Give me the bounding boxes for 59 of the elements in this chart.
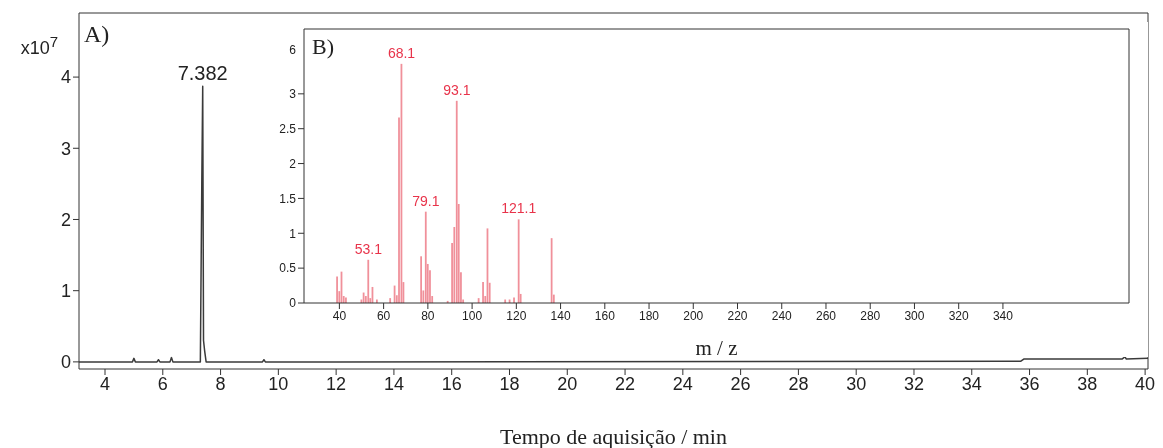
x-tick-label: 40 [1135, 373, 1156, 394]
x-tick-label: 220 [727, 308, 748, 323]
x-tick-label: 280 [860, 308, 881, 323]
x-tick-label: 32 [903, 373, 924, 394]
x-tick-label: 120 [506, 308, 527, 323]
y-tick-label: 0.5 [279, 261, 297, 276]
x-tick-label: 260 [815, 308, 837, 323]
x-tick-label: 180 [639, 308, 660, 323]
y-axis-title: x10$^{7}$ [20, 33, 58, 58]
x-axis-title: Tempo de aquisição / min [500, 424, 727, 448]
x-tick-label: 200 [683, 308, 704, 323]
y-tick-label: 2 [60, 209, 71, 230]
y-tick-label: 3 [60, 138, 71, 159]
annotation: 68.1 [387, 44, 416, 61]
y-tick-label: 1.5 [279, 191, 297, 206]
annotation: B) [312, 34, 334, 59]
y-tick-label: 2 [289, 156, 297, 171]
y-tick-label: 1 [60, 281, 71, 302]
x-tick-label: 14 [383, 373, 404, 394]
y-tick-label: 1 [289, 226, 297, 241]
x-tick-label: 26 [730, 373, 751, 394]
x-tick-label: 60 [376, 308, 391, 323]
y-axis-title: 6 [289, 43, 296, 57]
x-tick-label: 16 [441, 373, 462, 394]
annotation: 121.1 [501, 200, 537, 217]
x-tick-label: 4 [99, 373, 111, 394]
x-tick-label: 100 [462, 308, 483, 323]
annotation: A) [84, 21, 110, 47]
x-tick-label: 20 [557, 373, 578, 394]
x-tick-label: 30 [846, 373, 867, 394]
y-tick-label: 4 [60, 67, 71, 88]
x-tick-label: 22 [615, 373, 636, 394]
y-tick-label: 0 [289, 296, 297, 311]
x-tick-label: 24 [672, 373, 693, 394]
annotation: 53.1 [354, 240, 383, 257]
x-tick-label: 10 [268, 373, 289, 394]
x-tick-label: 28 [788, 373, 809, 394]
y-tick-label: 2.5 [279, 121, 297, 136]
annotation: 79.1 [412, 192, 440, 209]
x-tick-label: 40 [332, 308, 347, 323]
y-tick-label: 0 [60, 352, 71, 373]
x-tick-label: 140 [550, 308, 571, 323]
x-tick-label: 38 [1077, 373, 1098, 394]
y-tick-label: 3 [289, 87, 297, 102]
x-tick-label: 18 [499, 373, 520, 394]
x-axis-title: m / z [695, 336, 738, 360]
x-tick-label: 12 [326, 373, 347, 394]
x-tick-label: 300 [904, 308, 925, 323]
x-tick-label: 36 [1019, 373, 1040, 394]
x-tick-label: 80 [421, 308, 435, 323]
x-tick-label: 340 [992, 308, 1014, 323]
x-tick-label: 6 [157, 373, 168, 394]
x-tick-label: 8 [215, 373, 226, 394]
annotation: 93.1 [443, 81, 471, 98]
x-tick-label: 160 [594, 308, 616, 323]
x-tick-label: 240 [771, 308, 793, 323]
x-tick-label: 34 [961, 373, 982, 394]
x-tick-label: 320 [948, 308, 970, 323]
annotation: 7.382 [177, 62, 228, 85]
